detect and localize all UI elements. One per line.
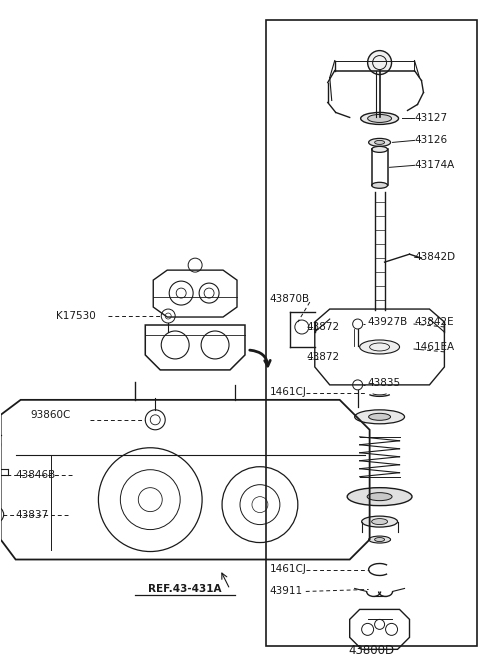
Text: K17530: K17530 — [56, 311, 96, 321]
Circle shape — [368, 51, 392, 75]
Text: 43911: 43911 — [270, 586, 303, 596]
Text: 1461EA: 1461EA — [415, 342, 455, 352]
Ellipse shape — [372, 519, 387, 525]
Ellipse shape — [374, 537, 384, 541]
Text: REF.43-431A: REF.43-431A — [148, 584, 222, 594]
Ellipse shape — [369, 138, 391, 146]
Ellipse shape — [361, 516, 397, 527]
Text: 43872: 43872 — [307, 322, 340, 332]
Text: 43927B: 43927B — [368, 317, 408, 327]
Ellipse shape — [372, 182, 387, 188]
Text: 43800D: 43800D — [348, 644, 395, 657]
Ellipse shape — [369, 413, 391, 420]
Text: 43842E: 43842E — [415, 317, 454, 327]
Text: 43870B: 43870B — [270, 294, 310, 304]
Text: 1461CJ: 1461CJ — [270, 564, 307, 574]
Text: 43127: 43127 — [415, 114, 448, 124]
Text: 43837: 43837 — [16, 510, 49, 520]
Ellipse shape — [355, 410, 405, 424]
Ellipse shape — [347, 488, 412, 506]
Ellipse shape — [369, 536, 391, 543]
Ellipse shape — [360, 340, 399, 354]
Text: 43835: 43835 — [368, 378, 401, 388]
Text: 43126: 43126 — [415, 136, 448, 145]
Text: 93860C: 93860C — [31, 410, 71, 420]
Ellipse shape — [374, 140, 384, 144]
Bar — [266, 20, 477, 646]
Ellipse shape — [368, 114, 392, 122]
Text: 1461CJ: 1461CJ — [270, 387, 307, 397]
Text: 43846B: 43846B — [16, 470, 56, 480]
Ellipse shape — [360, 112, 398, 124]
Text: 43174A: 43174A — [415, 161, 455, 171]
Ellipse shape — [367, 492, 392, 500]
Text: 43842D: 43842D — [415, 252, 456, 262]
Ellipse shape — [372, 146, 387, 153]
Text: 43872: 43872 — [307, 352, 340, 362]
